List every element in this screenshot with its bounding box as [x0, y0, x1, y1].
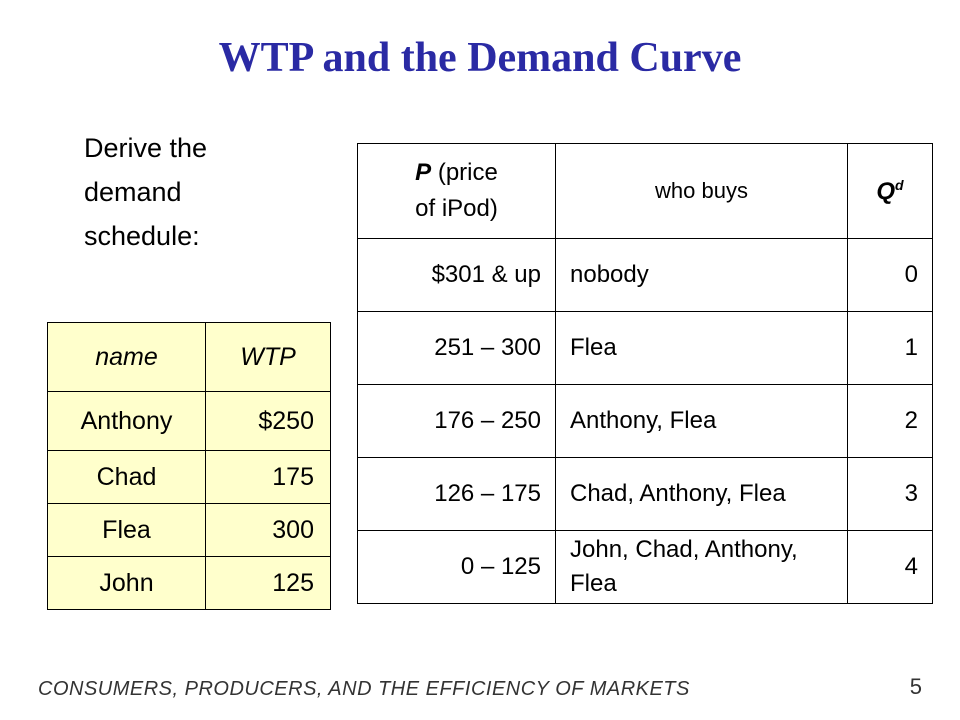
page-number: 5: [909, 674, 922, 699]
price-label-line-1: (price: [437, 159, 498, 186]
wtp-cell-value: 125: [205, 556, 331, 610]
table-row: 176 – 250 Anthony, Flea 2: [357, 384, 933, 458]
demand-cell-qd: 0: [847, 238, 933, 312]
wtp-table: name WTP Anthony $250 Chad 175 Flea 300 …: [47, 322, 331, 610]
qd-symbol: Q: [876, 177, 896, 205]
wtp-cell-name: Anthony: [47, 391, 206, 451]
table-row: Chad 175: [47, 450, 331, 504]
demand-cell-price: 176 – 250: [357, 384, 556, 458]
table-row: $301 & up nobody 0: [357, 238, 933, 312]
demand-cell-qd: 1: [847, 311, 933, 385]
table-row: Anthony $250: [47, 391, 331, 451]
demand-cell-who: John, Chad, Anthony, Flea: [555, 530, 848, 604]
table-row: 0 – 125 John, Chad, Anthony, Flea 4: [357, 530, 933, 604]
wtp-header-name: name: [47, 322, 206, 392]
demand-header-price: P (price of iPod): [357, 143, 556, 239]
intro-line-2: demand: [84, 177, 182, 207]
slide-title: WTP and the Demand Curve: [218, 35, 742, 81]
wtp-cell-name: Chad: [47, 450, 206, 504]
wtp-cell-name: Flea: [47, 503, 206, 557]
wtp-cell-value: 300: [205, 503, 331, 557]
demand-cell-who: Chad, Anthony, Flea: [555, 457, 848, 531]
price-label-line-2: of iPod): [415, 195, 498, 222]
wtp-cell-name: John: [47, 556, 206, 610]
intro-text: Derive the demand schedule:: [84, 126, 304, 258]
demand-cell-qd: 3: [847, 457, 933, 531]
wtp-header-row: name WTP: [47, 322, 331, 392]
qd-superscript: d: [895, 176, 904, 193]
table-row: Flea 300: [47, 503, 331, 557]
demand-header-qd: Qd: [847, 143, 933, 239]
wtp-cell-value: $250: [205, 391, 331, 451]
intro-line-1: Derive the: [84, 133, 208, 163]
table-row: John 125: [47, 556, 331, 610]
table-row: 126 – 175 Chad, Anthony, Flea 3: [357, 457, 933, 531]
footer-chapter-title: CONSUMERS, PRODUCERS, AND THE EFFICIENCY…: [38, 678, 690, 700]
wtp-cell-value: 175: [205, 450, 331, 504]
demand-cell-qd: 4: [847, 530, 933, 604]
demand-cell-price: 0 – 125: [357, 530, 556, 604]
demand-cell-who: Flea: [555, 311, 848, 385]
demand-cell-price: 251 – 300: [357, 311, 556, 385]
demand-header-row: P (price of iPod) who buys Qd: [357, 143, 933, 239]
table-row: 251 – 300 Flea 1: [357, 311, 933, 385]
demand-cell-qd: 2: [847, 384, 933, 458]
demand-cell-who: Anthony, Flea: [555, 384, 848, 458]
demand-schedule-table: P (price of iPod) who buys Qd $301 & up …: [357, 143, 933, 604]
demand-cell-price: $301 & up: [357, 238, 556, 312]
price-symbol: P: [415, 159, 432, 186]
demand-header-who: who buys: [555, 143, 848, 239]
demand-cell-who: nobody: [555, 238, 848, 312]
wtp-header-wtp: WTP: [205, 322, 331, 392]
intro-line-3: schedule:: [84, 221, 200, 251]
demand-cell-price: 126 – 175: [357, 457, 556, 531]
